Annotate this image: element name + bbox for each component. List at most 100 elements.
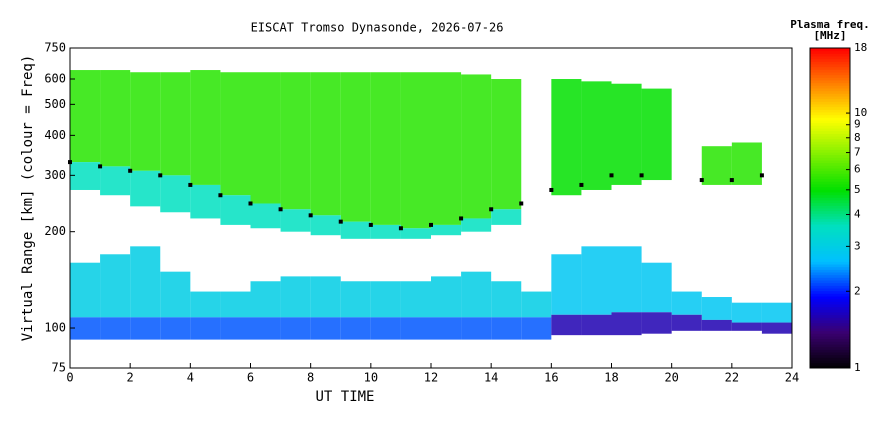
colorbar-step bbox=[810, 285, 850, 289]
trace-point bbox=[579, 182, 584, 187]
echo-band bbox=[731, 142, 762, 185]
colorbar-step bbox=[810, 173, 850, 177]
echo-band bbox=[220, 195, 251, 225]
colorbar-step bbox=[810, 256, 850, 260]
colorbar-step bbox=[810, 128, 850, 132]
colorbar-step bbox=[810, 197, 850, 201]
echo-band bbox=[581, 81, 612, 190]
colorbar-step bbox=[810, 200, 850, 204]
colorbar-step bbox=[810, 141, 850, 145]
echo-band bbox=[370, 281, 401, 318]
echo-band bbox=[70, 262, 101, 318]
x-tick-label: 14 bbox=[484, 371, 498, 385]
echo-band bbox=[250, 317, 281, 340]
echo-band bbox=[641, 312, 672, 334]
x-tick-label: 22 bbox=[725, 371, 739, 385]
colorbar-tick-label: 3 bbox=[854, 239, 861, 252]
colorbar-tick-label: 8 bbox=[854, 131, 861, 144]
trace-point bbox=[308, 213, 313, 218]
echo-band bbox=[190, 291, 221, 318]
echo-band bbox=[431, 276, 462, 318]
echo-band bbox=[250, 203, 281, 229]
echo-band bbox=[130, 246, 161, 318]
colorbar-step bbox=[810, 288, 850, 292]
y-tick-label: 300 bbox=[44, 168, 66, 182]
colorbar-step bbox=[810, 106, 850, 110]
colorbar-step bbox=[810, 96, 850, 100]
echo-band bbox=[641, 88, 672, 181]
echo-band bbox=[220, 72, 251, 196]
colorbar-step bbox=[810, 317, 850, 321]
echo-band bbox=[611, 83, 642, 185]
trace-point bbox=[128, 168, 133, 173]
echo-band bbox=[190, 70, 221, 185]
colorbar-step bbox=[810, 224, 850, 228]
echo-band bbox=[461, 74, 492, 219]
colorbar-step bbox=[810, 208, 850, 212]
echo-band bbox=[310, 72, 341, 216]
colorbar-step bbox=[810, 221, 850, 225]
colorbar-step bbox=[810, 237, 850, 241]
colorbar-step bbox=[810, 357, 850, 361]
colorbar-step bbox=[810, 82, 850, 86]
trace-point bbox=[639, 173, 644, 178]
colorbar-step bbox=[810, 101, 850, 105]
colorbar-tick-label: 18 bbox=[854, 41, 867, 54]
colorbar-step bbox=[810, 362, 850, 366]
echo-band bbox=[130, 317, 161, 340]
echo-band bbox=[581, 246, 612, 315]
trace-point bbox=[398, 226, 403, 231]
colorbar-step bbox=[810, 253, 850, 257]
echo-band bbox=[611, 246, 642, 313]
echo-band bbox=[280, 276, 311, 318]
trace-point bbox=[218, 193, 223, 198]
trace-point bbox=[519, 201, 524, 206]
colorbar-step bbox=[810, 53, 850, 57]
echo-band bbox=[551, 79, 582, 196]
colorbar-step bbox=[810, 325, 850, 329]
colorbar-step bbox=[810, 352, 850, 356]
echo-band bbox=[310, 215, 341, 236]
echo-band bbox=[461, 271, 492, 318]
echo-band bbox=[731, 322, 762, 331]
echo-band bbox=[280, 72, 311, 210]
colorbar-step bbox=[810, 322, 850, 326]
colorbar-step bbox=[810, 72, 850, 76]
trace-point bbox=[188, 182, 193, 187]
trace-point bbox=[699, 178, 704, 183]
colorbar-step bbox=[810, 125, 850, 129]
echo-band bbox=[160, 271, 191, 318]
trace-point bbox=[248, 201, 253, 206]
trace-point bbox=[278, 207, 283, 212]
echo-band bbox=[100, 317, 131, 340]
trace-point bbox=[489, 207, 494, 212]
y-tick-label: 75 bbox=[52, 361, 66, 375]
echo-band bbox=[731, 302, 762, 323]
colorbar-step bbox=[810, 344, 850, 348]
echo-band bbox=[701, 146, 732, 185]
colorbar-step bbox=[810, 333, 850, 337]
colorbar-step bbox=[810, 277, 850, 281]
echo-band bbox=[761, 302, 792, 323]
echo-band bbox=[641, 262, 672, 313]
colorbar-step bbox=[810, 205, 850, 209]
colorbar-step bbox=[810, 114, 850, 118]
colorbar-step bbox=[810, 320, 850, 324]
echo-band bbox=[521, 317, 552, 340]
colorbar-step bbox=[810, 194, 850, 198]
echo-band bbox=[190, 317, 221, 340]
colorbar-step bbox=[810, 245, 850, 249]
colorbar-step bbox=[810, 133, 850, 137]
colorbar-step bbox=[810, 330, 850, 334]
colorbar-step bbox=[810, 165, 850, 169]
colorbar-step bbox=[810, 48, 850, 52]
colorbar-step bbox=[810, 144, 850, 148]
echo-band bbox=[551, 314, 582, 336]
colorbar-step bbox=[810, 189, 850, 193]
colorbar-step bbox=[810, 360, 850, 364]
echo-band bbox=[250, 72, 281, 204]
colorbar-step bbox=[810, 306, 850, 310]
x-tick-label: 8 bbox=[307, 371, 314, 385]
trace-point bbox=[759, 173, 764, 178]
